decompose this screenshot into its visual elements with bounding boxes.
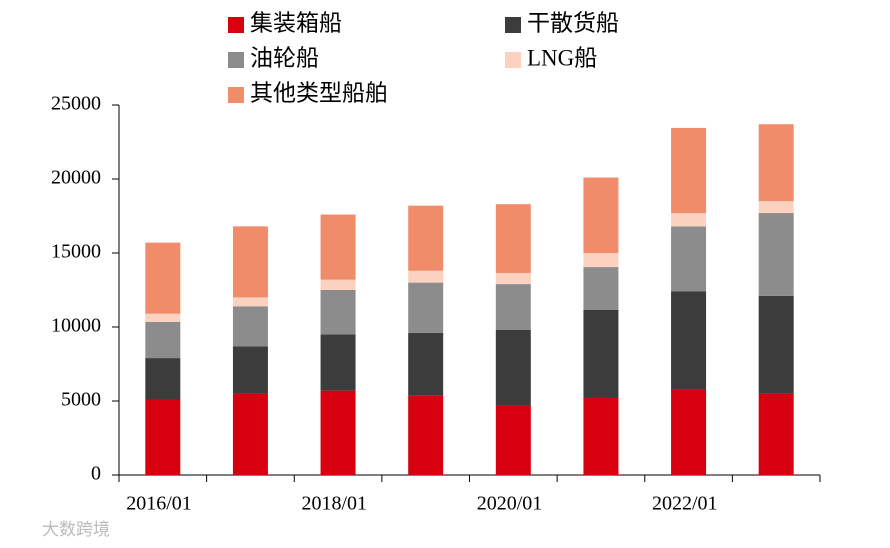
bar-segment bbox=[145, 242, 181, 314]
legend-label: 其他类型船舶 bbox=[250, 80, 388, 105]
bar-segment bbox=[408, 282, 444, 333]
bar-segment bbox=[671, 127, 707, 214]
bar-segment bbox=[320, 290, 356, 335]
y-tick-label: 25000 bbox=[51, 93, 101, 115]
legend-swatch bbox=[505, 52, 521, 68]
legend-swatch bbox=[228, 87, 244, 103]
y-tick-label: 5000 bbox=[61, 389, 101, 411]
bar-segment bbox=[320, 214, 356, 280]
bar-segment bbox=[232, 346, 268, 394]
bar-segment bbox=[145, 358, 181, 400]
y-tick-label: 20000 bbox=[51, 167, 101, 189]
x-tick-label: 2016/01 bbox=[126, 493, 192, 515]
legend-label: LNG船 bbox=[527, 45, 597, 70]
legend-label: 干散货船 bbox=[527, 10, 619, 35]
legend-label: 油轮船 bbox=[250, 45, 319, 70]
bar-segment bbox=[671, 226, 707, 292]
bar-segment bbox=[408, 332, 444, 396]
bar-segment bbox=[408, 270, 444, 283]
legend-swatch bbox=[505, 17, 521, 33]
x-tick-label: 2020/01 bbox=[477, 493, 543, 515]
bar-segment bbox=[495, 405, 531, 475]
bar-segment bbox=[408, 205, 444, 271]
legend-swatch bbox=[228, 52, 244, 68]
bar-segment bbox=[320, 334, 356, 391]
bar-segment bbox=[583, 253, 619, 268]
bar-segment bbox=[583, 177, 619, 253]
bar-segment bbox=[583, 267, 619, 310]
legend-swatch bbox=[228, 17, 244, 33]
bar-segment bbox=[320, 390, 356, 475]
bar-segment bbox=[408, 395, 444, 475]
bar-segment bbox=[758, 213, 794, 296]
watermark: 大数跨境 bbox=[42, 520, 110, 540]
x-tick-label: 2018/01 bbox=[301, 493, 367, 515]
x-tick-label: 2022/01 bbox=[652, 493, 718, 515]
y-tick-label: 15000 bbox=[51, 241, 101, 263]
bar-segment bbox=[495, 204, 531, 273]
bar-segment bbox=[758, 295, 794, 394]
legend-label: 集装箱船 bbox=[250, 10, 342, 35]
bar-segment bbox=[232, 393, 268, 475]
bar-segment bbox=[671, 291, 707, 390]
bar-segment bbox=[145, 313, 181, 322]
bar-segment bbox=[758, 201, 794, 214]
bar-segment bbox=[495, 284, 531, 330]
bar-segment bbox=[583, 309, 619, 399]
bar-segment bbox=[583, 398, 619, 475]
y-tick-label: 0 bbox=[91, 463, 101, 485]
bar-segment bbox=[145, 321, 181, 359]
bar-segment bbox=[232, 226, 268, 298]
bar-segment bbox=[320, 279, 356, 290]
bar-segment bbox=[232, 306, 268, 347]
bar-segment bbox=[758, 393, 794, 475]
bar-segment bbox=[145, 399, 181, 475]
bar-segment bbox=[758, 124, 794, 202]
bar-segment bbox=[232, 297, 268, 307]
bar-segment bbox=[495, 329, 531, 406]
bar-segment bbox=[671, 389, 707, 475]
bar-segment bbox=[495, 272, 531, 285]
bar-segment bbox=[671, 213, 707, 227]
y-tick-label: 10000 bbox=[51, 315, 101, 337]
